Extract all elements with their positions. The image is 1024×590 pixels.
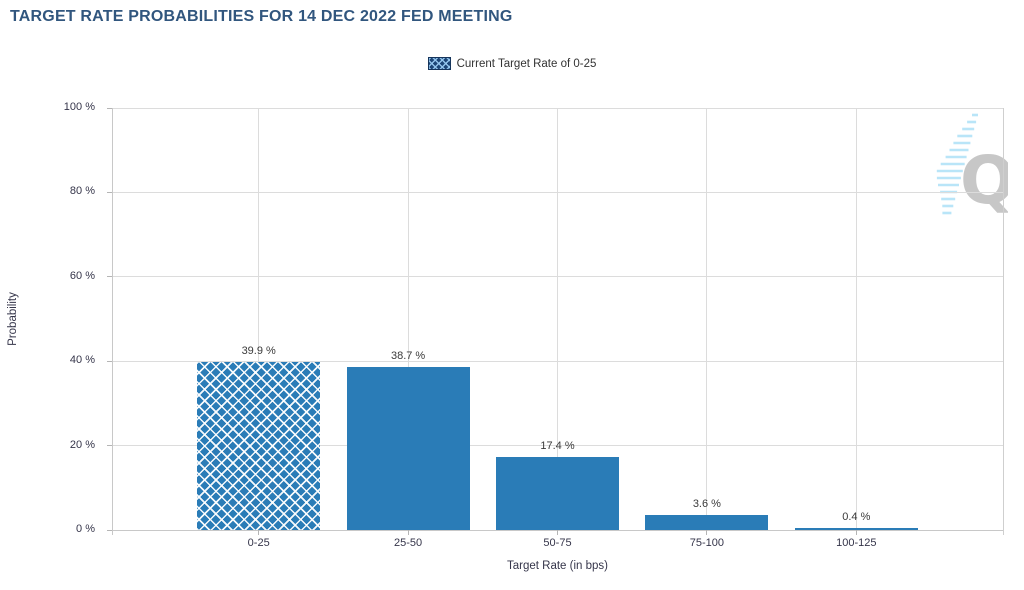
x-tick-75-100: [706, 530, 708, 535]
legend: Current Target Rate of 0-25: [0, 57, 1024, 70]
x-axis-title: Target Rate (in bps): [507, 560, 608, 572]
y-tick-label-0: 0 %: [76, 523, 95, 535]
y-tick-0: [107, 529, 112, 531]
y-tick-60: [107, 276, 112, 278]
plot-right-border: [1003, 108, 1004, 535]
chart-title: TARGET RATE PROBABILITIES FOR 14 DEC 202…: [10, 8, 513, 25]
x-tick-0-25: [258, 530, 260, 535]
bar-25-50: [346, 366, 470, 530]
x-tick-label-50-75: 50-75: [543, 537, 572, 549]
y-tick-20: [107, 445, 112, 447]
gridline-x-50-75: [557, 108, 558, 530]
bar-50-75: [496, 456, 619, 530]
gridline-x-0-25: [258, 108, 260, 530]
y-tick-80: [107, 191, 112, 193]
y-axis-tick-labels: 0 % 20 % 40 % 60 % 80 % 100 %: [0, 101, 104, 535]
bar-100-125: [794, 528, 918, 530]
bar-value-label-0-25: 39.9 %: [241, 344, 276, 357]
y-tick-label-60: 60 %: [69, 269, 95, 282]
gridline-x-100-125: [855, 108, 857, 530]
y-tick-label-40: 40 %: [69, 354, 95, 367]
x-tick-50-75: [557, 530, 558, 535]
y-tick-40: [107, 360, 112, 362]
bar-value-label-100-125: 0.4 %: [842, 511, 871, 523]
bar-value-label-75-100: 3.6 %: [692, 497, 721, 510]
x-tick-label-25-50: 25-50: [394, 537, 423, 549]
y-tick-label-20: 20 %: [69, 438, 95, 451]
x-tick-label-100-125: 100-125: [836, 537, 877, 549]
legend-crosshatch-swatch-icon: [427, 57, 451, 70]
x-tick-label-75-100: 75-100: [689, 537, 725, 549]
bar-value-label-50-75: 17.4 %: [540, 439, 575, 452]
x-tick-100-125: [855, 530, 857, 535]
y-tick-label-80: 80 %: [69, 185, 95, 198]
bar-0-25: [197, 361, 321, 530]
y-tick-100: [107, 107, 112, 109]
bar-value-label-25-50: 38.7 %: [390, 349, 426, 362]
bar-75-100: [645, 514, 769, 530]
y-axis-line: [112, 108, 113, 535]
gridline-x-25-50: [407, 108, 409, 530]
x-tick-label-0-25: 0-25: [247, 537, 270, 549]
x-tick-25-50: [407, 530, 409, 535]
y-tick-label-100: 100 %: [63, 101, 95, 113]
plot-area: 39.9 % 0-25 38.7 % 25-50 17.4 % 50-75 3.6 % 75-…: [107, 107, 1004, 549]
watermark-letter: Q: [960, 142, 1008, 219]
watermark-q-logo-icon: Q: [926, 111, 1016, 219]
legend-label: Current Target Rate of 0-25: [456, 57, 597, 70]
gridline-x-75-100: [706, 108, 708, 530]
